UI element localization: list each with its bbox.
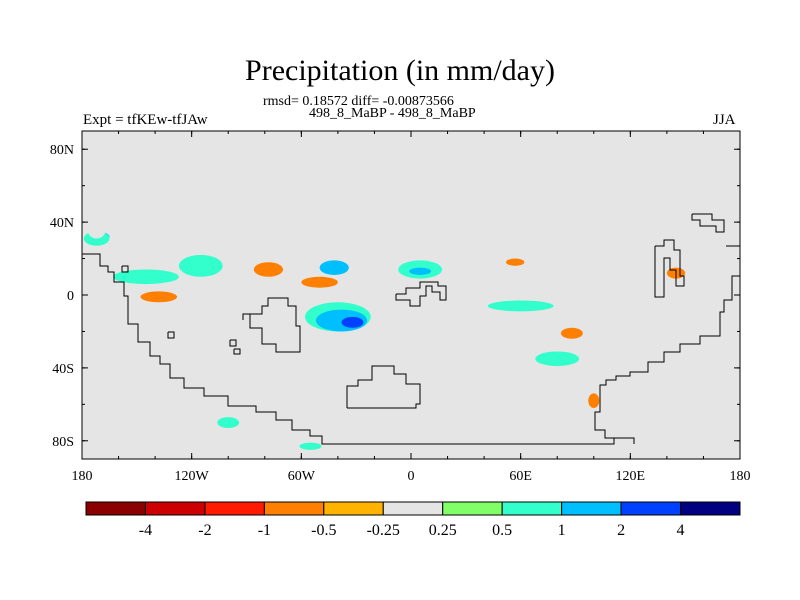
colorbar-label: 2 <box>617 522 625 539</box>
coastline <box>82 253 635 445</box>
colorbar-label: -0.25 <box>367 522 400 539</box>
x-tick-label: 0 <box>408 469 415 484</box>
anomaly-region <box>177 353 189 365</box>
anomaly-region <box>186 245 198 254</box>
colorbar-swatch <box>561 501 622 516</box>
anomaly-region <box>85 285 108 297</box>
stats-line: rmsd= 0.18572 diff= -0.00873566 <box>263 94 454 109</box>
colorbar-swatch <box>382 501 444 516</box>
anomaly-region <box>87 220 106 239</box>
colorbar-swatch <box>680 501 741 516</box>
coastline <box>242 297 301 353</box>
anomaly-region <box>535 351 580 367</box>
experiment-label: Expt = tfKEw-tfJAw <box>83 112 208 128</box>
anomaly-region <box>409 267 432 275</box>
colorbar-label: 0.5 <box>492 522 512 539</box>
colorbar-label: 1 <box>558 522 566 539</box>
colorbar-label: -2 <box>198 522 211 539</box>
anomaly-region <box>301 231 338 250</box>
colorbar-swatch <box>620 501 682 516</box>
colorbar: -4 -2 -1 -0.5 -0.25 0.25 0.5 1 2 4 <box>85 501 741 539</box>
anomaly-region <box>217 417 240 429</box>
anomaly-region <box>253 262 284 277</box>
anomaly-region <box>588 393 600 408</box>
case-line: 498_8_MaBP - 498_8_MaBP <box>309 106 476 121</box>
y-tick-label: 40N <box>50 216 74 231</box>
anomaly-region <box>624 404 655 412</box>
map-background <box>82 131 740 459</box>
colorbar-swatch <box>144 501 206 516</box>
x-tick-label: 180 <box>730 469 751 484</box>
x-tick-label: 120E <box>616 469 646 484</box>
coastline <box>229 339 237 347</box>
coastline <box>654 239 685 298</box>
coastline <box>346 365 421 409</box>
anomaly-region <box>83 256 99 272</box>
y-tick-label: 80S <box>52 435 74 450</box>
anomaly-region <box>495 398 510 410</box>
coastline <box>594 275 740 439</box>
colorbar-label: -0.5 <box>311 522 336 539</box>
colorbar-label: 0.25 <box>429 522 457 539</box>
anomaly-region <box>113 269 179 285</box>
anomaly-region <box>102 377 117 396</box>
colorbar-label: -4 <box>139 522 152 539</box>
anomaly-region <box>710 254 741 270</box>
anomaly-region <box>487 300 554 312</box>
colorbar-label: -1 <box>258 522 271 539</box>
anomaly-region <box>319 260 349 275</box>
anomaly-region <box>299 442 322 450</box>
coastline <box>121 265 129 273</box>
x-tick-label: 120W <box>175 469 210 484</box>
y-tick-label: 40S <box>52 362 74 377</box>
anomaly-region <box>341 316 364 328</box>
anomaly-region <box>571 260 616 275</box>
colorbar-label: 4 <box>677 522 685 539</box>
anomaly-region <box>228 247 320 277</box>
coastline <box>167 331 175 339</box>
colorbar-swatch <box>263 501 325 516</box>
coastline <box>395 281 447 307</box>
y-tick-label: 80N <box>50 143 74 158</box>
colorbar-swatch <box>323 501 384 516</box>
anomaly-layer <box>83 220 741 450</box>
y-tick-label: 0 <box>67 289 74 304</box>
anomaly-region <box>560 327 583 339</box>
colorbar-swatch <box>85 501 146 516</box>
coastline-layer <box>82 213 740 445</box>
colorbar-swatch <box>204 501 265 516</box>
x-tick-label: 60E <box>509 469 532 484</box>
axis-ticks: 180 120W 60W 0 60E 120E 180 80N 40N 0 40S 80S <box>50 131 751 484</box>
x-tick-label: 60W <box>288 469 316 484</box>
anomaly-region <box>506 258 525 266</box>
season-label: JJA <box>713 112 736 128</box>
x-tick-label: 180 <box>72 469 93 484</box>
anomaly-region <box>301 276 338 288</box>
colorbar-swatch <box>442 501 503 516</box>
anomaly-region <box>140 291 178 303</box>
chart-title: Precipitation (in mm/day) <box>245 54 555 87</box>
colorbar-swatch <box>501 501 563 516</box>
coastline <box>691 213 725 233</box>
anomaly-region <box>639 265 695 288</box>
coastline <box>233 348 241 355</box>
anomaly-region <box>478 253 534 272</box>
anomaly-region <box>178 254 223 277</box>
